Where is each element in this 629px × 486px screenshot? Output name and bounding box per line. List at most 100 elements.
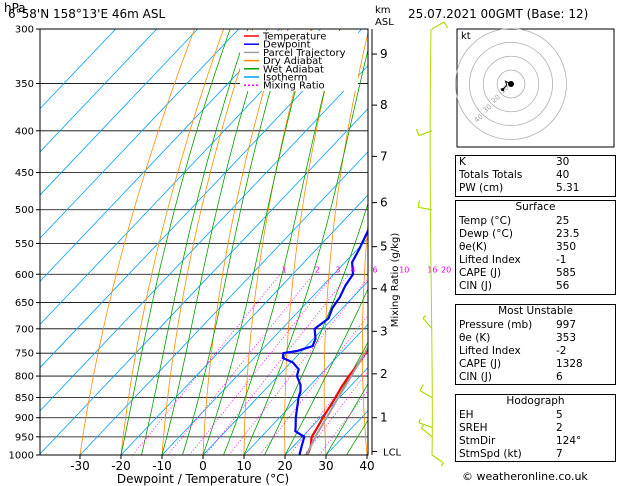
wind-barb-flag [443, 21, 449, 29]
hodograph-row: StmDir 124° [459, 434, 582, 447]
mixing-ratio-line [304, 370, 368, 455]
isotherm-line [40, 29, 280, 282]
km-tick-label: 9 [380, 47, 388, 61]
unstable-row: Lifted Index -2 [459, 344, 567, 357]
isotherm-line [40, 29, 198, 196]
hodograph-storm-marker [508, 81, 514, 87]
dry-adiabat-line [243, 29, 312, 455]
wind-barb-flag [422, 315, 427, 319]
temperature-tick-label: 10 [236, 459, 251, 473]
pressure-tick-label: 850 [15, 393, 34, 404]
km-tick-label: 3 [380, 324, 388, 338]
dry-adiabat-line [79, 29, 195, 455]
km-tick-label: 6 [380, 196, 388, 210]
hodograph-row: StmSpd (kt) 7 [459, 448, 563, 461]
isotherm-line [284, 367, 368, 455]
hodograph-ring [496, 69, 526, 99]
pressure-unit-label: hPa [4, 1, 26, 15]
wind-profile-line [429, 28, 433, 456]
datetime-title: 25.07.2021 00GMT (Base: 12) [408, 7, 589, 21]
wind-barbs [415, 21, 449, 467]
wind-barb-flag [440, 462, 445, 467]
mixing-ratio-label: 1 [282, 265, 287, 274]
dry-adiabat-line [202, 29, 283, 455]
surface-title: Surface [515, 201, 556, 213]
pressure-tick-label: 400 [15, 126, 34, 137]
mixing-ratio-line [228, 277, 368, 455]
km-tick-label: 7 [380, 149, 388, 163]
hodograph-unit-label: kt [461, 31, 471, 42]
km-unit-label: km [375, 5, 391, 16]
hodograph-ring [455, 28, 567, 140]
hodograph-row: EH 5 [459, 408, 563, 421]
wet-adiabat-line [202, 29, 313, 455]
x-axis-label: Dewpoint / Temperature (°C) [117, 472, 289, 486]
isotherm-line [40, 29, 116, 110]
mixing-ratio-label: 20 [441, 265, 451, 274]
mixing-ratio-label: 16 [427, 265, 437, 274]
legend-entry: Parcel Trajectory [263, 48, 346, 59]
hodograph-ring [482, 55, 540, 113]
isotherm-line [79, 151, 368, 455]
profiles [281, 228, 368, 455]
lcl-label: LCL [383, 447, 402, 458]
plot-frame [39, 28, 369, 456]
hodograph-end-point [501, 87, 505, 92]
temperature-tick-label: 40 [359, 459, 374, 473]
hodograph-ring-label: 40 [473, 113, 485, 125]
mixing-ratio-axis-label: Mixing Ratio (g/kg) [390, 233, 401, 328]
legend-entry: Temperature [262, 32, 326, 43]
unstable-row: θe (K) 353 [459, 331, 577, 344]
wind-barb-flag [418, 418, 421, 423]
isotherm-line [161, 237, 368, 455]
unstable-title: Most Unstable [498, 305, 573, 317]
wet-adiabat-line [264, 202, 368, 455]
wind-barb [420, 427, 433, 438]
mixing-ratio-line [189, 274, 335, 455]
km-tick-label: 1 [380, 411, 388, 425]
surface-row: Lifted Index -1 [459, 254, 567, 267]
mixing-ratio-line [167, 274, 314, 455]
index-row-pw: PW (cm) 5.31 [459, 182, 580, 195]
wind-barb [431, 21, 445, 30]
mixing-ratio-label: 6 [373, 265, 378, 274]
legend-entry: Wet Adiabat [263, 64, 324, 75]
unstable-row: CIN (J) 6 [459, 371, 563, 384]
wind-barb [418, 130, 433, 137]
isotherm-line [243, 323, 368, 455]
wind-barb-flag [417, 200, 421, 208]
wet-adiabat-line [161, 29, 268, 455]
pressure-tick-label: 700 [15, 324, 34, 335]
wind-barb-flag [420, 424, 425, 429]
legend-entry: Mixing Ratio [263, 81, 325, 92]
pressure-tick-label: 650 [15, 298, 34, 309]
mixing-ratio-label: 3 [335, 265, 340, 274]
dry-adiabat-line [161, 29, 254, 455]
surface-row: CIN (J) 56 [459, 280, 570, 293]
isotherm-line [202, 280, 368, 455]
hodograph-row: SREH 2 [459, 421, 563, 434]
wind-barb [419, 389, 433, 399]
wind-barb [431, 454, 444, 464]
surface-row: CAPE (J) 585 [459, 267, 577, 280]
pressure-tick-label: 450 [15, 168, 34, 179]
km-tick-label: 2 [380, 367, 388, 381]
hodograph-frame [456, 28, 615, 148]
mixing-ratio-line [318, 389, 368, 455]
wet-adiabat-line [243, 47, 368, 455]
hodograph-ring-label: 10 [499, 83, 511, 95]
copyright: © weatheronline.co.uk [462, 470, 588, 483]
dry-adiabat-line [323, 31, 368, 455]
indices-top-panel: K 30 Totals Totals 40 PW (cm) 5.31 [455, 155, 616, 197]
pressure-tick-label: 300 [15, 25, 34, 36]
axes: 3003504004505005506006507007508008509009… [4, 1, 402, 486]
wet-adiabat-line [120, 29, 231, 455]
wet-adiabat-line [141, 29, 249, 455]
pressure-tick-label: 750 [15, 349, 34, 360]
wind-barb [422, 317, 433, 330]
legend-entry: Dewpoint [263, 40, 311, 51]
asl-label: ASL [375, 17, 394, 28]
legend-background [240, 31, 358, 91]
